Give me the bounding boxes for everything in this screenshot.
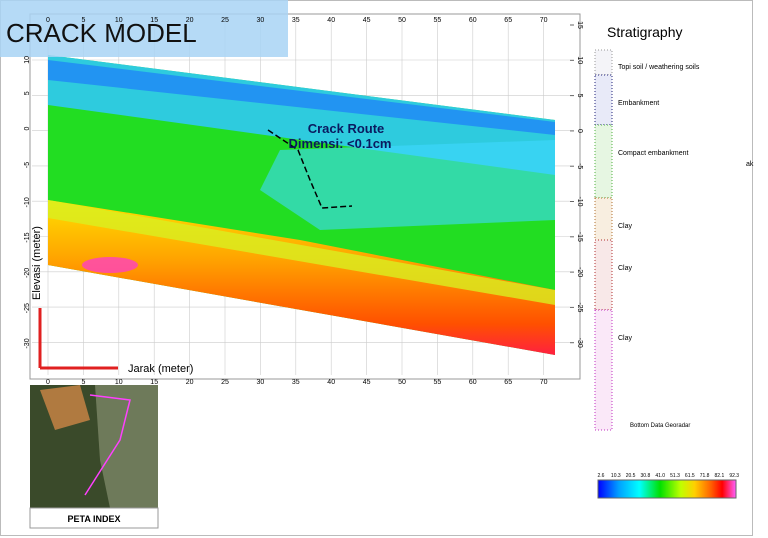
map-water [95, 385, 158, 508]
x-tick-label: 10 [115, 379, 123, 386]
transition-zone [48, 200, 555, 305]
x-tick-label: 40 [327, 379, 335, 386]
y-tick-label: -25 [576, 302, 583, 312]
crack-route [267, 129, 353, 209]
stratigraphy-label: Compact embankment [618, 150, 688, 157]
map-route [84, 394, 131, 496]
x-tick-label: 35 [292, 17, 300, 24]
stratigraphy-label: Clay [618, 265, 633, 272]
stratigraphy-label: Topi soil / weathering soils [618, 64, 700, 71]
bottom-label: Bottom Data Georadar [630, 423, 690, 429]
x-tick-label: 30 [257, 379, 265, 386]
y-tick-label: -10 [576, 196, 583, 206]
x-tick-label: 20 [186, 379, 194, 386]
x-axis-label: Jarak (meter) [128, 363, 193, 375]
colorbar-label: 82.1 [715, 473, 725, 479]
y-tick-label: 0 [24, 127, 31, 131]
x-tick-label: 20 [186, 17, 194, 24]
mid-zone [260, 140, 555, 230]
map-caption: PETA INDEX [67, 514, 120, 524]
y-tick-label: -15 [24, 232, 31, 242]
x-tick-label: 55 [434, 379, 442, 386]
y-tick-label: -20 [24, 268, 31, 278]
y-tick-label: 15 [576, 21, 583, 29]
x-tick-label: 35 [292, 379, 300, 386]
annotation: Crack Route [308, 121, 385, 136]
x-tick-label: 25 [221, 379, 229, 386]
y-tick-label: 0 [576, 129, 583, 133]
y-tick-label: -30 [24, 338, 31, 348]
x-tick-label: 15 [150, 379, 158, 386]
x-tick-label: 50 [398, 379, 406, 386]
stratigraphy-label: Clay [618, 335, 633, 342]
stratigraphy-title: Stratigraphy [607, 24, 682, 40]
y-tick-label: -30 [576, 338, 583, 348]
stratigraphy-layer [594, 239, 613, 311]
y-tick-label: -5 [24, 162, 31, 168]
x-tick-label: 60 [469, 17, 477, 24]
y-tick-label: 10 [24, 56, 31, 64]
y-tick-label: -25 [24, 303, 31, 313]
x-tick-label: 45 [363, 17, 371, 24]
fragment: ak [746, 161, 754, 168]
colorbar-label: 71.8 [700, 473, 710, 479]
y-axis-label: Elevasi (meter) [31, 226, 43, 300]
y-tick-label: -20 [576, 267, 583, 277]
x-tick-label: 40 [327, 17, 335, 24]
x-tick-label: 10 [115, 17, 123, 24]
stratigraphy-column: Topi soil / weathering soils Embankment Co… [594, 49, 700, 431]
y-tick-label: -10 [24, 197, 31, 207]
stratigraphy-layer [594, 124, 613, 199]
x-tick-label: 65 [504, 379, 512, 386]
colorbar-label: 41.0 [655, 473, 665, 479]
x-tick-label: 60 [469, 379, 477, 386]
x-tick-label: 30 [257, 17, 265, 24]
x-tick-label: 0 [46, 17, 50, 24]
x-tick-label: 65 [504, 17, 512, 24]
title: CRACK MODEL [6, 18, 197, 48]
colorbar [597, 479, 737, 499]
stratigraphy-layer [594, 197, 613, 241]
x-tick-label: 15 [150, 17, 158, 24]
x-tick-label: 0 [46, 379, 50, 386]
x-tick-label: 5 [81, 17, 85, 24]
y-tick-label: -15 [576, 232, 583, 242]
annotation: Dimensi: <0.1cm [289, 136, 392, 151]
x-tick-label: 5 [81, 379, 85, 386]
colorbar-label: 20.5 [626, 473, 636, 479]
colorbar-label: 30.8 [641, 473, 651, 479]
colorbar-label: 51.3 [670, 473, 680, 479]
x-tick-label: 55 [434, 17, 442, 24]
title-box [0, 0, 288, 57]
stratigraphy-layer [594, 49, 613, 76]
y-tick-label: 5 [24, 91, 31, 95]
hotspot [82, 257, 138, 273]
y-tick-label: -5 [576, 163, 583, 169]
upper-zone-deep [48, 60, 555, 135]
stratigraphy-layer [594, 309, 613, 431]
stratigraphy-label: Clay [618, 223, 633, 230]
x-tick-label: 70 [540, 17, 548, 24]
stratigraphy-label: Embankment [618, 100, 659, 107]
map-caption-box [29, 507, 159, 529]
x-tick-label: 50 [398, 17, 406, 24]
x-tick-label: 25 [221, 17, 229, 24]
map-ground [40, 385, 90, 430]
colorbar-labels: 2.6 10.3 20.5 30.8 41.0 51.3 61.5 71.8 82.1 92.3 [598, 473, 740, 479]
colorbar-label: 61.5 [685, 473, 695, 479]
x-tick-label: 70 [540, 379, 548, 386]
x-tick-label: 45 [363, 379, 371, 386]
colorbar-label: 10.3 [611, 473, 621, 479]
stratigraphy-layer [594, 74, 613, 126]
colorbar-label: 92.3 [729, 473, 739, 479]
y-tick-label: 5 [576, 94, 583, 98]
colorbar-label: 2.6 [598, 473, 605, 479]
y-tick-label: 10 [576, 56, 583, 64]
